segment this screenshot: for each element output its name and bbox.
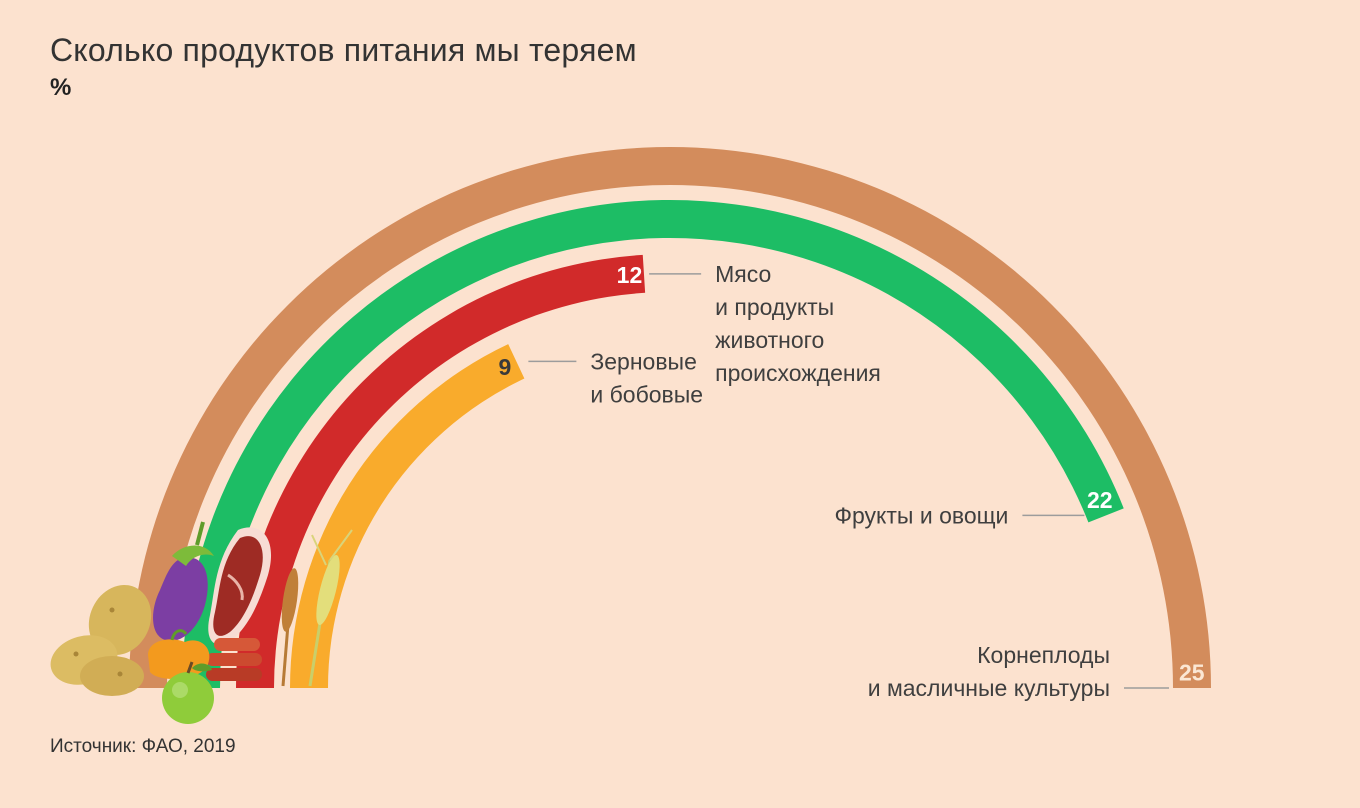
category-label-1-line-1: Корнеплоды — [977, 642, 1110, 668]
arc-bar-4 — [290, 344, 525, 688]
arc-value-label-2: 22 — [1087, 487, 1113, 513]
chart-title: Сколько продуктов питания мы теряем — [50, 32, 637, 68]
category-label-3-line-2: и продукты — [715, 294, 834, 320]
chart-leader-lines — [528, 273, 1169, 689]
arc-bar-3 — [236, 254, 646, 689]
chart-unit: % — [50, 74, 72, 101]
meat-steak-icon — [208, 527, 272, 645]
chart-category-labels: Корнеплоды и масличные культуры Фрукты и о… — [590, 261, 1110, 701]
food-illustrations — [50, 521, 353, 724]
category-label-2-line-1: Фрукты и овощи — [835, 502, 1009, 528]
category-label-4-line-2: и бобовые — [590, 381, 703, 407]
arc-value-label-3: 12 — [617, 262, 643, 288]
chart-value-labels: 25 22 12 9 — [499, 262, 1205, 685]
chart-arcs — [129, 147, 1211, 689]
source-note: Источник: ФАО, 2019 — [50, 736, 236, 757]
apple-icon — [162, 661, 214, 724]
sausages-icon — [206, 638, 262, 681]
category-label-3-line-3: животного — [715, 327, 824, 353]
category-label-3-line-4: происхождения — [715, 360, 881, 386]
potato-icon — [50, 584, 152, 696]
category-label-1-line-2: и масличные культуры — [868, 675, 1110, 701]
category-label-4-line-1: Зерновые — [590, 348, 697, 374]
eggplant-icon — [153, 521, 214, 641]
arc-value-label-4: 9 — [499, 354, 512, 380]
wheat-icon — [281, 529, 353, 687]
category-label-3-line-1: Мясо — [715, 261, 771, 287]
arc-value-label-1: 25 — [1179, 659, 1205, 685]
